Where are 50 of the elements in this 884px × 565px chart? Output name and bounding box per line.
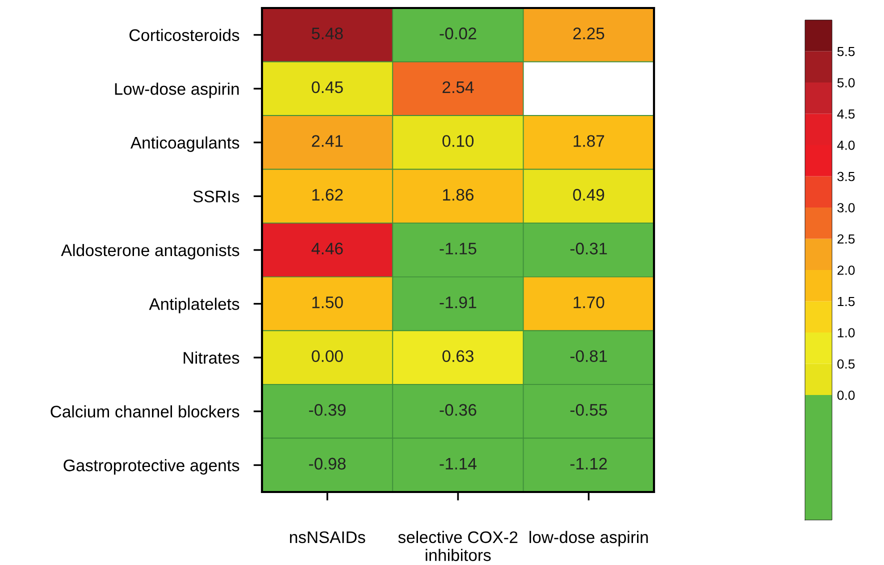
x-tick-label: low-dose aspirin — [530, 530, 648, 546]
y-tick-label: Gastroprotective agents — [64, 459, 240, 475]
data-label: 1.50 — [312, 296, 343, 308]
data-label: -0.31 — [570, 242, 607, 254]
data-label: 0.45 — [312, 81, 343, 94]
data-label: -1.14 — [440, 458, 477, 470]
y-tick-label: Anticoagulants — [130, 136, 240, 152]
data-label: 1.70 — [574, 296, 604, 308]
y-tick-label: Calcium channel blockers — [50, 405, 240, 418]
y-tick-label: Low-dose aspirin — [115, 82, 239, 98]
color-bar-label: 1.5 — [838, 296, 855, 306]
x-tick-label: selective COX-2 inhibitors — [398, 530, 518, 562]
y-tick-label: Antiplatelets — [149, 298, 240, 314]
color-bar-label: 4.0 — [837, 140, 855, 150]
color-bar-label: 2.0 — [838, 266, 855, 275]
data-label: 0.49 — [573, 188, 604, 201]
y-tick-label: SSRIs — [193, 190, 240, 202]
data-label: -0.39 — [309, 404, 346, 416]
color-bar-label: 0.0 — [837, 390, 855, 400]
data-label: 0.63 — [442, 350, 474, 362]
data-label: 4.46 — [312, 242, 343, 254]
color-bar-label: 4.5 — [837, 109, 855, 119]
color-bar-label: 1.0 — [838, 328, 855, 338]
y-tick-label: Corticosteroids — [129, 28, 240, 42]
data-label: -0.98 — [309, 458, 346, 470]
color-bar-label: 3.5 — [837, 172, 855, 182]
data-label: 1.62 — [312, 188, 343, 201]
data-label: -0.55 — [570, 404, 607, 416]
data-label: 5.48 — [312, 28, 343, 40]
data-label: -0.81 — [570, 350, 607, 362]
data-label: 1.87 — [574, 135, 604, 147]
y-tick-label: Nitrates — [184, 352, 240, 364]
color-bar-label: 2.5 — [838, 234, 855, 244]
data-label: -0.02 — [440, 28, 476, 40]
x-tick-label: nsNSAIDs — [290, 531, 366, 544]
data-label: -1.91 — [440, 296, 476, 308]
data-label: -0.36 — [440, 404, 476, 416]
color-bar-label: 3.0 — [837, 203, 855, 212]
data-label: 0.00 — [312, 350, 343, 362]
color-bar-label: 0.5 — [837, 359, 855, 369]
data-label: 1.86 — [443, 188, 474, 201]
data-label: -1.12 — [570, 458, 607, 470]
data-label: 0.10 — [442, 135, 474, 147]
data-label: 2.41 — [312, 135, 343, 147]
data-label: -1.15 — [440, 242, 476, 254]
y-tick-label: Aldosterone antagonists — [61, 244, 240, 260]
color-bar-label: 5.5 — [837, 46, 855, 56]
data-label: 2.54 — [442, 81, 474, 94]
color-bar-label: 5.0 — [837, 78, 855, 88]
data-label: 2.25 — [573, 28, 604, 40]
